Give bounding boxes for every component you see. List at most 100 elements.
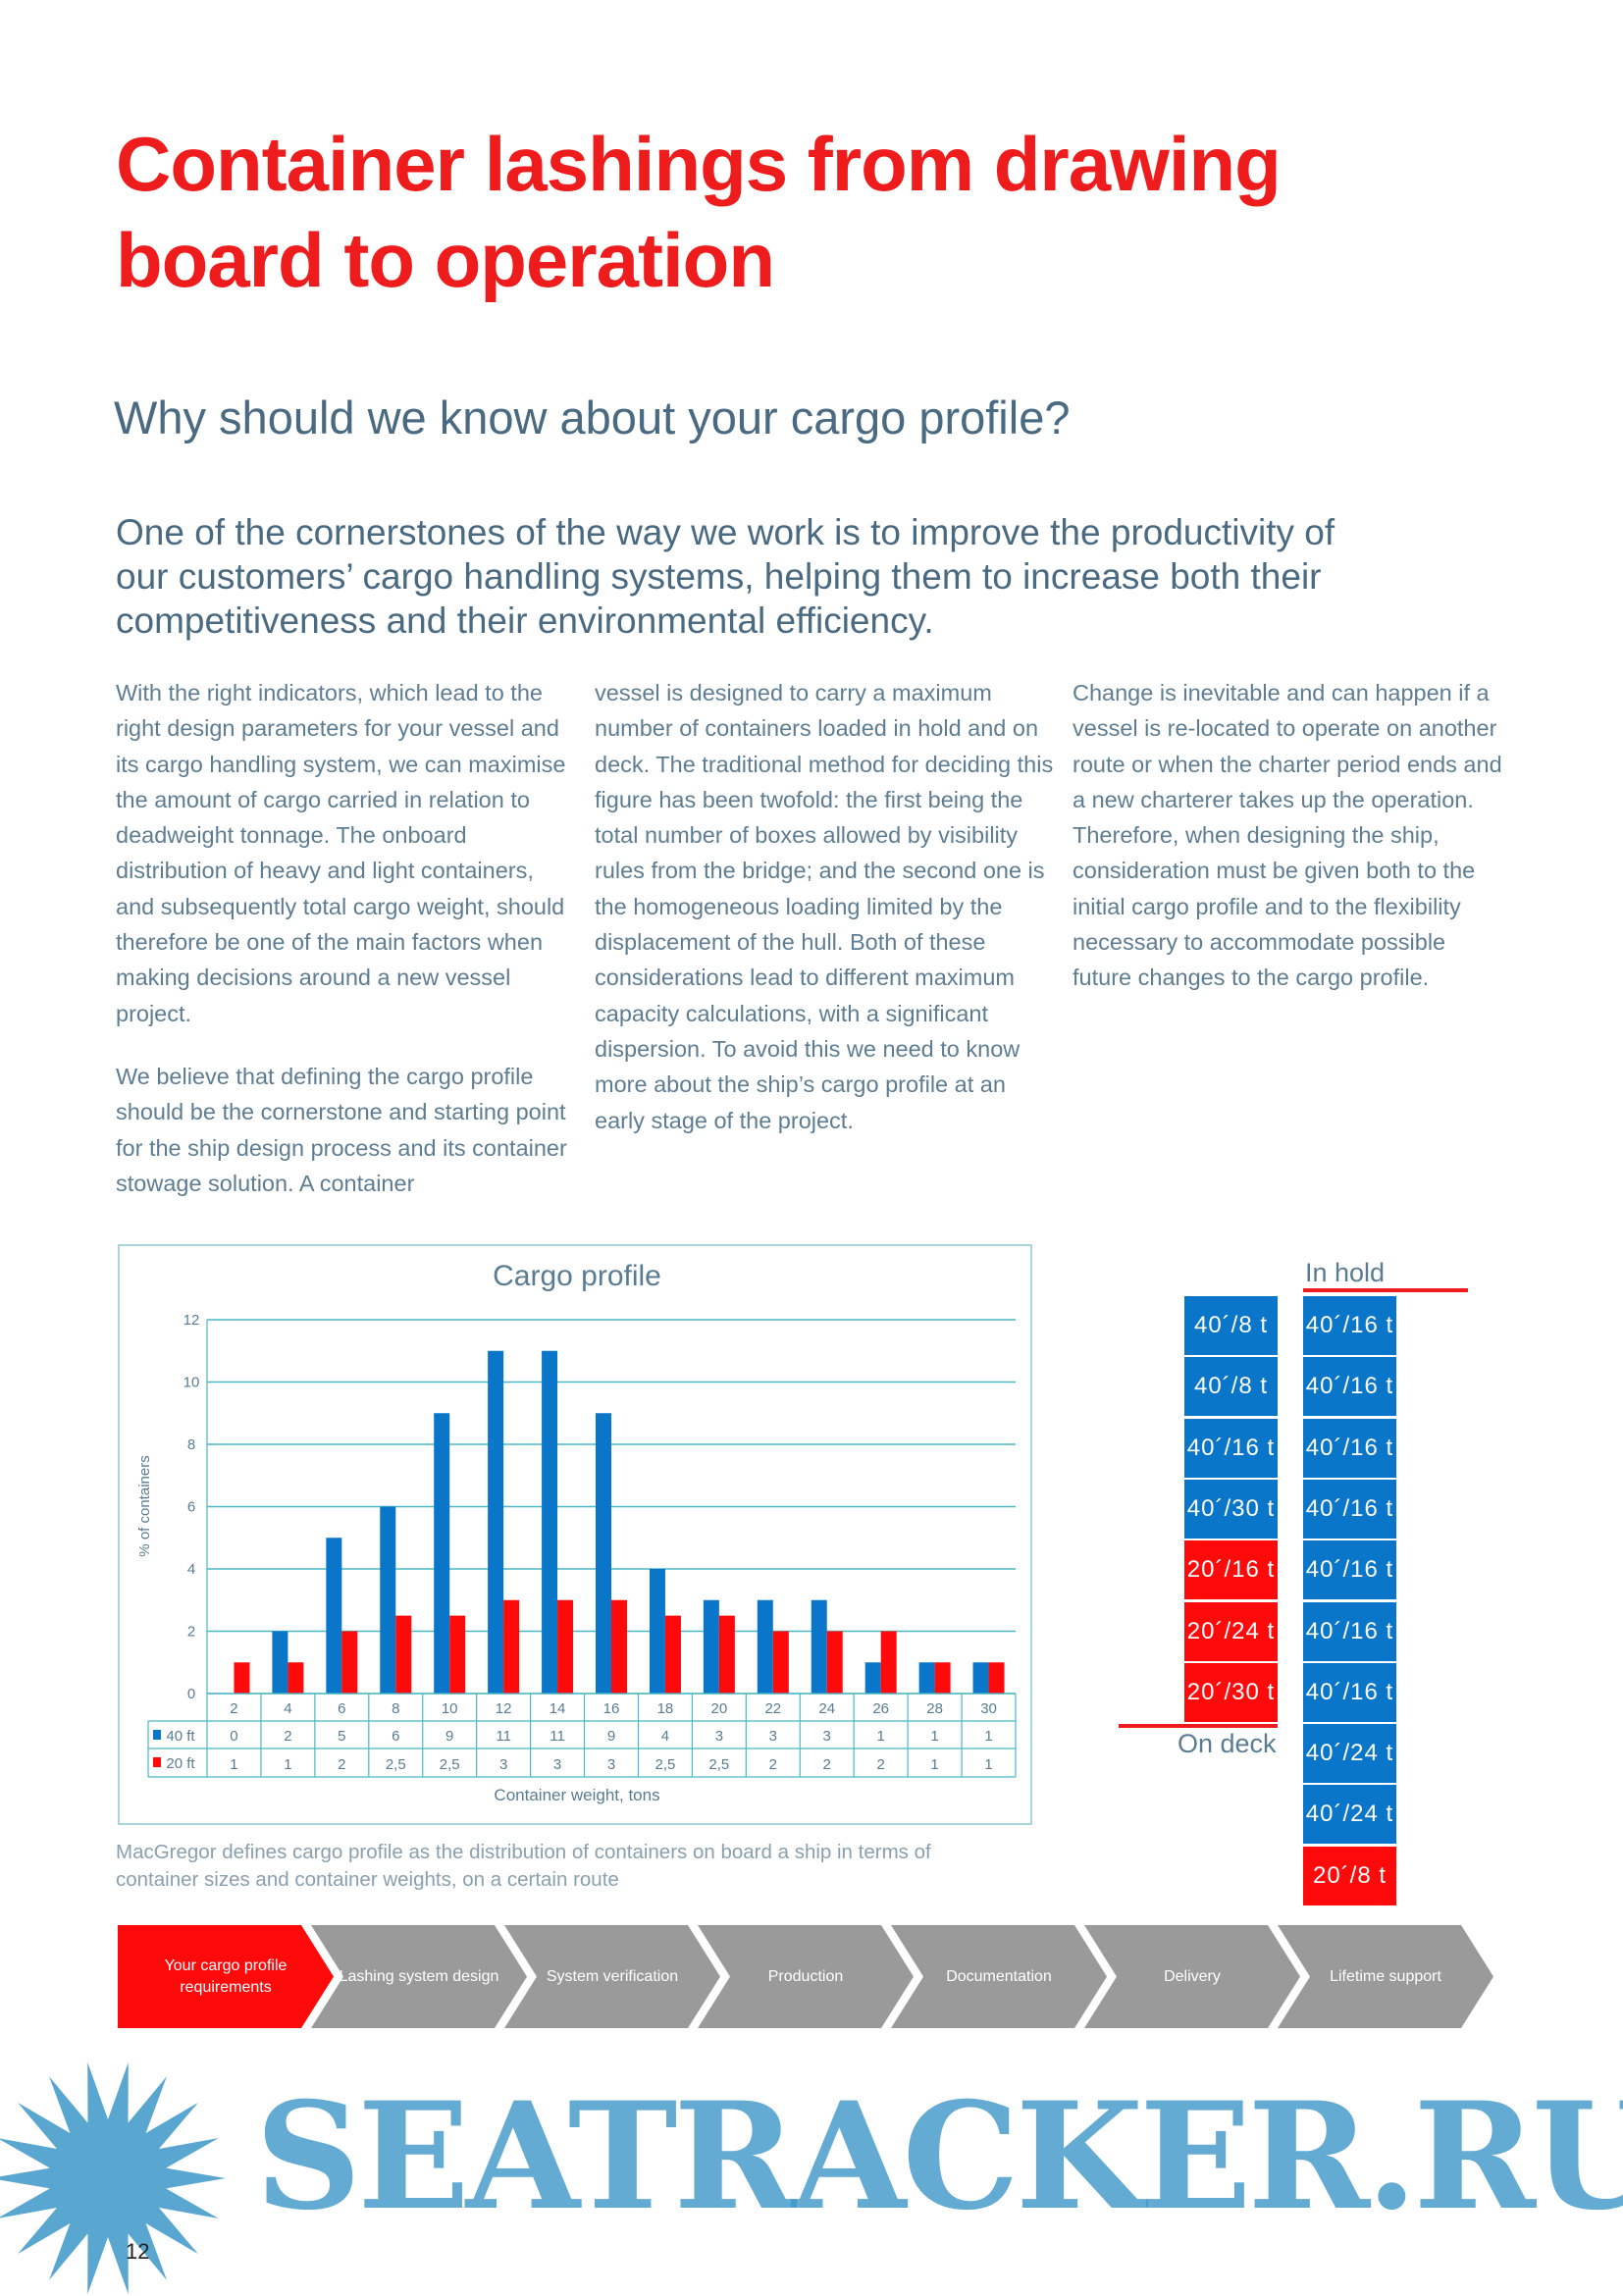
- bar-40ft: [488, 1350, 504, 1694]
- bar-20ft: [395, 1615, 412, 1694]
- table-value: 2,5: [708, 1756, 729, 1773]
- container-blue: 40´/16 t: [1303, 1540, 1396, 1600]
- section-subtitle: Why should we know about your cargo prof…: [114, 391, 1071, 444]
- table-value: 2: [284, 1728, 291, 1745]
- legend-label: 20 ft: [166, 1755, 195, 1772]
- table-value: 2,5: [440, 1756, 460, 1773]
- bar-40ft: [596, 1413, 611, 1694]
- y-tick-label: 6: [187, 1499, 195, 1516]
- y-tick-label: 4: [187, 1561, 195, 1578]
- paragraph: vessel is designed to carry a maximum nu…: [595, 680, 1054, 1133]
- bar-20ft: [772, 1631, 789, 1694]
- bar-20ft: [880, 1631, 897, 1694]
- bar-40ft: [864, 1662, 881, 1694]
- y-axis-label: % of containers: [136, 1455, 153, 1556]
- text-column-1: With the right indicators, which lead to…: [116, 675, 577, 1228]
- table-value: 3: [769, 1728, 777, 1745]
- watermark: SEATRACKER.RU: [255, 2070, 1623, 2243]
- table-value: 1: [876, 1728, 884, 1745]
- bar-40ft: [326, 1538, 342, 1694]
- table-value: 2,5: [655, 1756, 676, 1773]
- process-step: Delivery: [1084, 1925, 1300, 2028]
- table-value: 1: [284, 1756, 291, 1773]
- in-hold-label: In hold: [1305, 1258, 1386, 1287]
- bar-40ft: [918, 1662, 935, 1694]
- x-tick-label: 10: [442, 1700, 458, 1717]
- table-value: 1: [984, 1756, 992, 1773]
- bar-20ft: [503, 1599, 520, 1694]
- container-blue: 40´/30 t: [1184, 1479, 1278, 1539]
- chart-title: Cargo profile: [493, 1260, 661, 1292]
- on-deck-label: On deck: [1178, 1729, 1277, 1758]
- container-blue: 40´/16 t: [1303, 1601, 1396, 1661]
- table-value: 0: [230, 1728, 237, 1745]
- container-red: 20´/8 t: [1303, 1846, 1396, 1905]
- paragraph: Change is inevitable and can happen if a…: [1073, 680, 1502, 991]
- bar-20ft: [449, 1615, 466, 1694]
- bar-20ft: [234, 1662, 250, 1694]
- process-step: Your cargo profile requirements: [118, 1925, 334, 2028]
- table-value: 3: [823, 1728, 831, 1745]
- table-value: 5: [338, 1728, 345, 1745]
- x-tick-label: 14: [550, 1700, 566, 1717]
- x-tick-label: 20: [711, 1700, 728, 1717]
- bar-40ft: [542, 1350, 558, 1694]
- container-blue: 40´/8 t: [1184, 1357, 1278, 1417]
- bar-20ft: [826, 1631, 843, 1694]
- deck-line: [1119, 1724, 1278, 1728]
- container-blue: 40´/24 t: [1303, 1785, 1396, 1845]
- bar-20ft: [288, 1662, 304, 1694]
- bar-40ft: [272, 1631, 288, 1694]
- text-column-2: vessel is designed to carry a maximum nu…: [595, 675, 1056, 1166]
- table-value: 3: [499, 1756, 507, 1773]
- table-value: 2: [823, 1756, 831, 1773]
- y-tick-label: 8: [187, 1436, 195, 1453]
- bar-40ft: [811, 1599, 827, 1694]
- x-tick-label: 8: [392, 1700, 399, 1717]
- x-tick-label: 22: [764, 1700, 781, 1717]
- bar-40ft: [703, 1599, 719, 1694]
- table-value: 1: [930, 1756, 938, 1773]
- process-step: Documentation: [891, 1925, 1107, 2028]
- starburst-icon: [0, 2061, 226, 2295]
- container-blue: 40´/24 t: [1303, 1724, 1396, 1784]
- paragraph: We believe that defining the cargo profi…: [116, 1063, 567, 1196]
- container-red: 20´/16 t: [1184, 1540, 1278, 1600]
- y-tick-label: 10: [183, 1375, 200, 1391]
- table-value: 1: [930, 1728, 938, 1745]
- container-blue: 40´/16 t: [1303, 1357, 1396, 1417]
- table-value: 1: [984, 1728, 992, 1745]
- table-value: 3: [553, 1756, 561, 1773]
- x-tick-label: 18: [657, 1700, 674, 1717]
- x-tick-label: 26: [872, 1700, 889, 1717]
- table-value: 2: [769, 1756, 777, 1773]
- bar-40ft: [649, 1569, 665, 1694]
- text-column-3: Change is inevitable and can happen if a…: [1073, 675, 1509, 1023]
- bar-20ft: [718, 1615, 735, 1694]
- x-tick-label: 4: [284, 1700, 291, 1717]
- x-tick-label: 2: [230, 1700, 237, 1717]
- bar-40ft: [972, 1662, 989, 1694]
- table-value: 2: [338, 1756, 345, 1773]
- bar-40ft: [757, 1599, 773, 1694]
- bar-40ft: [434, 1413, 450, 1694]
- table-value: 11: [550, 1728, 565, 1745]
- legend-label: 40 ft: [166, 1728, 195, 1745]
- bar-20ft: [341, 1631, 358, 1694]
- table-value: 3: [607, 1756, 615, 1773]
- container-red: 20´/30 t: [1184, 1662, 1278, 1722]
- x-axis-label: Container weight, tons: [494, 1786, 659, 1804]
- page-title: Container lashings from drawing board to…: [116, 121, 1282, 303]
- table-value: 2,5: [386, 1756, 406, 1773]
- process-step: System verification: [504, 1925, 720, 2028]
- y-tick-label: 2: [187, 1624, 195, 1641]
- x-tick-label: 28: [926, 1700, 943, 1717]
- x-tick-label: 12: [496, 1700, 512, 1717]
- cargo-profile-chart: Cargo profile 0 2 4 6 8 10 12% of containers 0 1 2…: [118, 1244, 1032, 1825]
- process-step: Lashing system design: [311, 1925, 527, 2028]
- table-value: 4: [661, 1728, 669, 1745]
- container-blue: 40´/8 t: [1184, 1296, 1278, 1355]
- process-step: Lifetime support: [1278, 1925, 1493, 2028]
- x-tick-label: 24: [818, 1700, 835, 1717]
